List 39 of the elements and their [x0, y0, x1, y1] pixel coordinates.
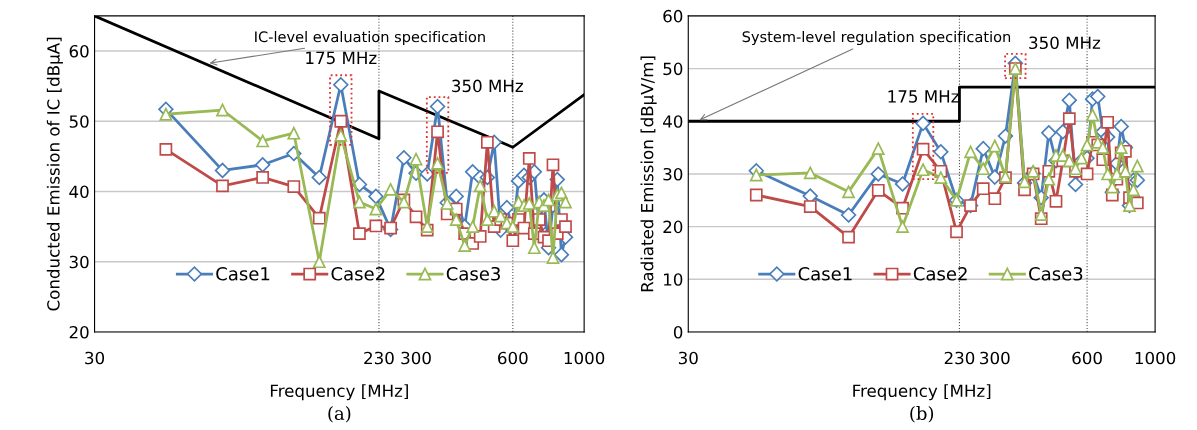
y-axis-title: Radiated Emission [dBμV/m]: [640, 56, 657, 292]
x-tick-label: 30: [85, 351, 105, 365]
annotation: 175 MHz: [306, 51, 377, 65]
y-tick-label: 60: [69, 44, 89, 58]
annotation: System-level regulation specification: [742, 30, 1011, 46]
y-tick-label: 40: [663, 115, 683, 128]
y-tick-label: 40: [69, 185, 89, 199]
y-tick-label: 10: [664, 273, 683, 286]
y-axis-title: Conducted Emission of IC [dBμA]: [46, 37, 63, 311]
legend-label: Case2: [913, 266, 967, 281]
y-tick-label: 60: [663, 9, 683, 23]
legend-label: Case2: [331, 266, 385, 281]
y-tick-label: 50: [69, 115, 89, 128]
annotation: IC-level evaluation specification: [255, 30, 485, 46]
y-tick-label: 20: [663, 220, 683, 234]
y-tick-label: 30: [69, 255, 89, 269]
x-tick-label: 600: [498, 351, 528, 365]
y-tick-label: 50: [663, 62, 683, 76]
x-tick-label: 1000: [564, 351, 605, 365]
x-tick-label: 30: [678, 351, 698, 365]
y-tick-label: 30: [663, 167, 683, 181]
x-tick-label: 230: [364, 351, 394, 365]
text: (a): [328, 406, 351, 423]
y-tick-label: 0: [673, 325, 683, 339]
x-axis-title: Frequency [MHz]: [270, 384, 408, 401]
x-tick-label: 1000: [1135, 351, 1176, 365]
legend-label: Case3: [446, 266, 500, 281]
legend-label: Case1: [798, 266, 852, 281]
x-tick-label: 600: [1072, 351, 1102, 365]
y-tick-label: 20: [69, 325, 89, 339]
annotation: 350 MHz: [1029, 36, 1101, 50]
legend-label: Case3: [1029, 266, 1083, 281]
annotation: 350 MHz: [452, 79, 523, 93]
x-tick-label: 300: [980, 351, 1010, 365]
text: (b): [910, 406, 934, 423]
x-tick-label: 230: [944, 351, 975, 365]
legend-label: Case1: [216, 266, 270, 281]
x-tick-label: 300: [401, 351, 431, 365]
x-axis-title: Frequency [MHz]: [853, 384, 991, 401]
